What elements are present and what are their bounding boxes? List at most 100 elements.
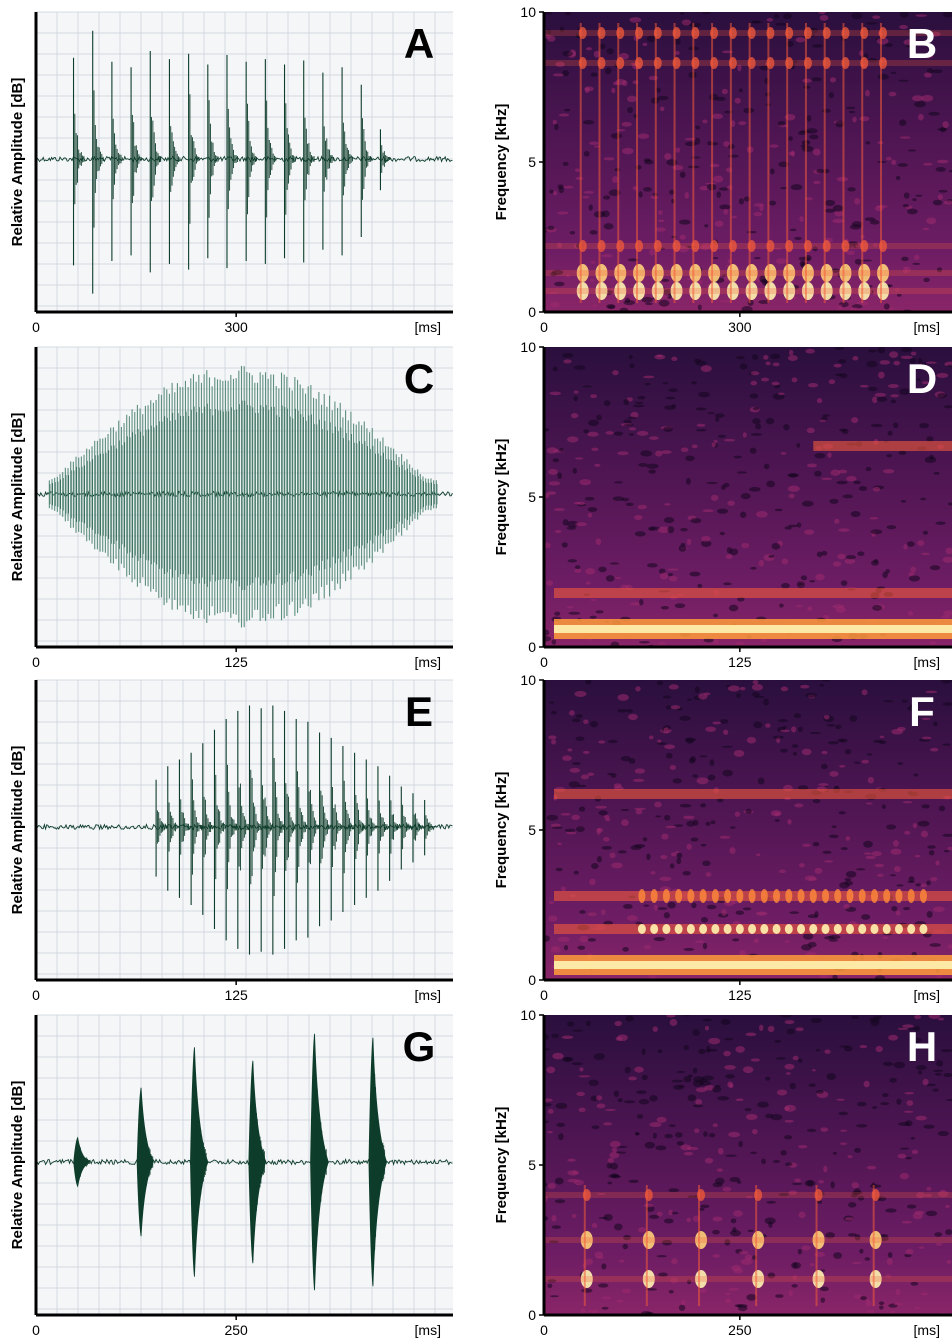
spectrogram-noise (552, 458, 560, 463)
spectrogram-noise (938, 805, 946, 812)
spectrogram-noise (937, 194, 943, 200)
spectrogram-noise (695, 1098, 703, 1106)
spectrogram-noise (899, 12, 909, 18)
spectrogram-noise (860, 1296, 867, 1301)
spectrogram-noise (674, 1132, 683, 1138)
spectrogram-noise (841, 428, 849, 435)
spectrogram-noise (585, 568, 596, 575)
spectrogram-noise (877, 73, 889, 80)
spectrogram-noise (580, 774, 589, 780)
spectrogram-noise (638, 1227, 646, 1233)
spectrogram-noise (902, 801, 913, 804)
spectrogram-band (813, 441, 952, 451)
spectrogram-noise (643, 187, 652, 192)
spectrogram-image (544, 12, 952, 312)
spectrogram-noise (644, 1141, 656, 1149)
spectrogram-noise (623, 903, 633, 909)
spectrogram-noise (814, 470, 822, 477)
spectrogram-noise (905, 1248, 914, 1255)
y-axis-label: Frequency [kHz] (493, 439, 510, 556)
spectrogram-noise (724, 1239, 731, 1246)
spectrogram-noise (831, 268, 840, 273)
spectrogram-noise (732, 1227, 737, 1233)
spectrogram-noise (899, 136, 911, 139)
spectrogram-noise (629, 17, 642, 23)
spectrogram-noise (582, 385, 593, 388)
spectrogram-noise (808, 1083, 816, 1088)
spectrogram-noise (814, 452, 826, 459)
spectrogram-noise (917, 820, 930, 827)
spectrogram-noise (557, 242, 563, 249)
spectrogram-noise (938, 189, 948, 193)
spectrogram-noise (679, 715, 691, 721)
spectrogram-noise (660, 606, 670, 610)
spectrogram-noise (739, 686, 746, 691)
spectrogram-noise (713, 439, 718, 443)
spectrogram-noise (617, 1098, 623, 1103)
spectrogram-noise (897, 163, 908, 167)
spectrogram-noise (895, 910, 901, 916)
spectrogram-noise (772, 362, 780, 367)
spectrogram-noise (801, 145, 814, 152)
spectrogram-noise (674, 603, 686, 609)
x-tick-label: 0 (32, 319, 40, 335)
spectrogram-noise (942, 12, 952, 18)
spectrogram-noise (685, 477, 691, 485)
spectrogram-noise (867, 776, 875, 784)
spectrogram-noise (605, 575, 615, 582)
spectrogram-noise (878, 1301, 885, 1305)
spectrogram-noise (792, 751, 798, 756)
spectrogram-noise (654, 801, 662, 808)
spectrogram-noise (854, 197, 861, 205)
spectrogram-noise (621, 1288, 631, 1294)
spectrogram-noise (683, 1151, 694, 1156)
spectrogram-noise (804, 529, 815, 535)
spectrogram-noise (884, 43, 893, 47)
spectrogram-noise (835, 724, 842, 730)
spectrogram-noise (886, 824, 897, 830)
spectrogram-noise (866, 1309, 875, 1315)
spectrogram-noise (906, 1100, 914, 1107)
spectrogram-noise (694, 940, 705, 944)
spectrogram-noise (589, 878, 596, 886)
spectrogram-noise (795, 604, 803, 608)
spectrogram-noise (847, 1155, 853, 1159)
spectrogram-noise (695, 429, 707, 432)
spectrogram-noise (752, 692, 760, 697)
spectrogram-noise (940, 1189, 946, 1192)
spectrogram-noise (872, 15, 881, 19)
spectrogram-noise (915, 14, 928, 17)
spectrogram-noise (705, 726, 717, 732)
spectrogram-noise (565, 273, 570, 278)
spectrogram-noise (548, 901, 554, 904)
spectrogram-noise (548, 468, 558, 475)
spectrogram-noise (656, 354, 663, 358)
spectrogram-image (544, 1015, 952, 1315)
spectrogram-noise (595, 1095, 603, 1101)
spectrogram-noise (712, 1229, 720, 1235)
spectrogram-noise (844, 877, 852, 882)
spectrogram-noise (792, 1275, 798, 1281)
spectrogram-harmonic (711, 924, 720, 934)
spectrogram-noise (555, 867, 563, 872)
spectrogram-noise (898, 1121, 911, 1126)
spectrogram-noise (899, 1172, 910, 1180)
spectrogram-noise (604, 67, 612, 75)
spectrogram-noise (784, 526, 793, 530)
spectrogram-noise (587, 431, 599, 437)
spectrogram-noise (783, 424, 790, 431)
spectrogram-noise (865, 466, 872, 472)
spectrogram-noise (897, 726, 906, 732)
spectrogram-noise (691, 902, 697, 909)
spectrogram-noise (551, 946, 560, 950)
spectrogram-noise (558, 186, 565, 194)
spectrogram-noise (885, 568, 890, 574)
spectrogram-noise (937, 1190, 949, 1198)
spectrogram-noise (858, 486, 868, 491)
spectrogram-noise (650, 195, 659, 200)
spectrogram-noise (810, 1017, 822, 1024)
spectrogram-noise (819, 974, 829, 979)
spectrogram-noise (593, 145, 601, 148)
spectrogram-noise (664, 153, 672, 160)
spectrogram-noise (788, 349, 794, 356)
